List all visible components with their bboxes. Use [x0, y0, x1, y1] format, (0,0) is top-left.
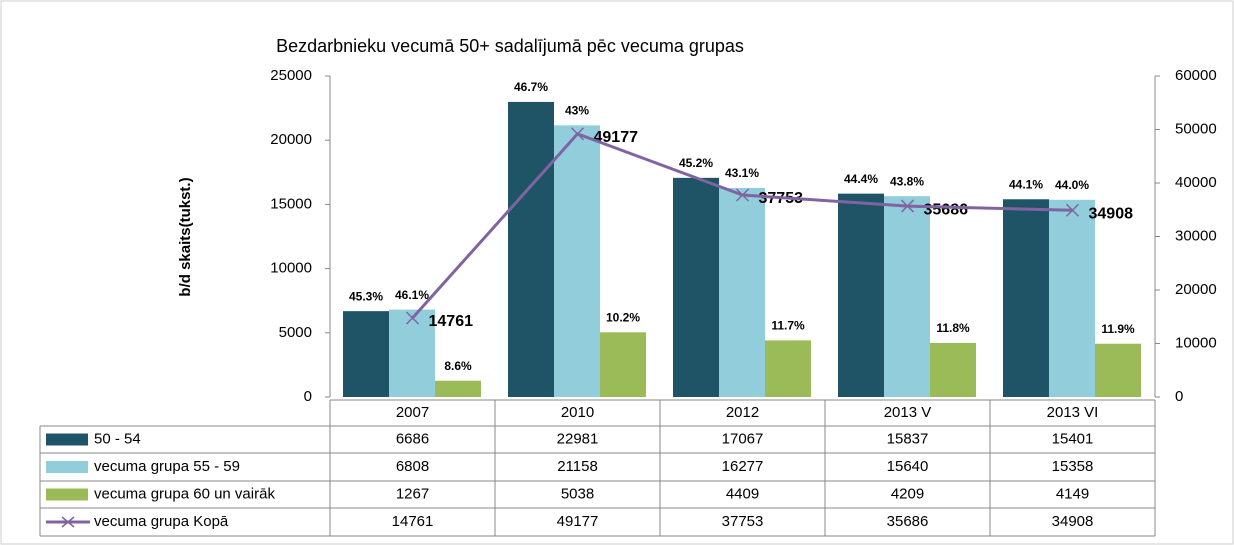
- share-label: 43.1%: [725, 166, 759, 180]
- table-cell: 35686: [887, 513, 929, 530]
- x-tick-label: 2013 V: [884, 404, 932, 421]
- data-label: 35686: [924, 201, 969, 218]
- marker: [735, 188, 750, 202]
- share-label: 44.4%: [844, 172, 878, 186]
- y2-tick-label: 60000: [1175, 67, 1217, 84]
- bar: [1049, 199, 1095, 397]
- legend-label: vecuma grupa 55 - 59: [94, 458, 240, 475]
- marker: [1065, 203, 1080, 217]
- bar: [389, 309, 435, 397]
- table-cell: 6686: [396, 430, 429, 447]
- bar: [508, 101, 554, 398]
- bar: [343, 311, 389, 397]
- y-tick-label: 10000: [270, 260, 312, 277]
- marker: [900, 199, 915, 213]
- bar: [673, 177, 719, 397]
- share-label: 43%: [565, 104, 589, 118]
- y-tick-label: 5000: [279, 324, 312, 341]
- y2-tick-label: 30000: [1175, 227, 1217, 244]
- y2-tick-label: 40000: [1175, 174, 1217, 191]
- bar: [1095, 343, 1141, 397]
- table-cell: 1267: [396, 485, 429, 502]
- y-tick-label: 25000: [270, 67, 312, 84]
- legend-key: [46, 488, 88, 501]
- share-label: 11.7%: [771, 319, 805, 333]
- y-tick-label: 15000: [270, 195, 312, 212]
- table-cell: 15640: [887, 458, 929, 475]
- bar: [884, 196, 930, 397]
- data-label: 34908: [1089, 205, 1134, 222]
- table-cell: 37753: [722, 513, 764, 530]
- share-label: 45.2%: [679, 156, 713, 170]
- table-cell: 15358: [1052, 458, 1094, 475]
- legend-label: vecuma grupa Kopā: [94, 513, 229, 530]
- bar: [930, 342, 976, 397]
- table-cell: 15401: [1052, 430, 1094, 447]
- table-cell: 17067: [722, 430, 764, 447]
- bar: [435, 380, 481, 397]
- y2-tick-label: 10000: [1175, 334, 1217, 351]
- share-label: 8.6%: [444, 359, 472, 373]
- chart-title: Bezdarbnieku vecumā 50+ sadalījumā pēc v…: [276, 36, 744, 56]
- y-tick-label: 20000: [270, 131, 312, 148]
- share-label: 11.9%: [1101, 322, 1135, 336]
- x-tick-label: 2013 VI: [1047, 404, 1099, 421]
- legend-label: vecuma grupa 60 un vairāk: [94, 485, 275, 502]
- table-cell: 49177: [557, 513, 599, 530]
- share-label: 11.8%: [936, 321, 970, 335]
- legend-label: 50 - 54: [94, 430, 141, 447]
- marker: [405, 311, 420, 325]
- share-label: 46.7%: [514, 80, 548, 94]
- share-label: 44.1%: [1009, 177, 1043, 191]
- x-tick-label: 2007: [396, 404, 429, 421]
- bar: [765, 340, 811, 397]
- bar: [838, 193, 884, 397]
- bar: [719, 188, 765, 397]
- bar: [1003, 199, 1049, 397]
- y2-tick-label: 20000: [1175, 281, 1217, 298]
- legend-marker: [61, 516, 75, 528]
- x-tick-label: 2010: [561, 404, 594, 421]
- y2-tick-label: 0: [1175, 388, 1183, 405]
- share-label: 10.2%: [606, 310, 640, 324]
- share-label: 46.1%: [395, 288, 429, 302]
- bar: [600, 332, 646, 397]
- table-cell: 4409: [726, 485, 759, 502]
- table-cell: 21158: [557, 458, 598, 475]
- table-cell: 16277: [722, 458, 764, 475]
- data-label: 49177: [594, 129, 639, 146]
- x-tick-label: 2012: [726, 404, 759, 421]
- table-cell: 6808: [396, 458, 429, 475]
- table-cell: 15837: [887, 430, 929, 447]
- table-cell: 14761: [392, 513, 434, 530]
- bar: [554, 125, 600, 397]
- y-axis-label: b/d skaits(tukst.): [177, 177, 194, 296]
- marker: [570, 127, 585, 141]
- table-cell: 5038: [561, 485, 594, 502]
- y-tick-label: 0: [304, 388, 312, 405]
- share-label: 44.0%: [1055, 178, 1089, 192]
- y2-tick-label: 50000: [1175, 120, 1217, 137]
- share-label: 45.3%: [349, 289, 383, 303]
- share-label: 43.8%: [890, 174, 924, 188]
- legend-key: [46, 461, 88, 473]
- table-cell: 22981: [557, 430, 599, 447]
- legend-key: [46, 433, 88, 446]
- table-cell: 4209: [891, 485, 924, 502]
- table-cell: 4149: [1056, 485, 1089, 502]
- data-label: 14761: [429, 313, 474, 330]
- table-cell: 34908: [1052, 513, 1094, 530]
